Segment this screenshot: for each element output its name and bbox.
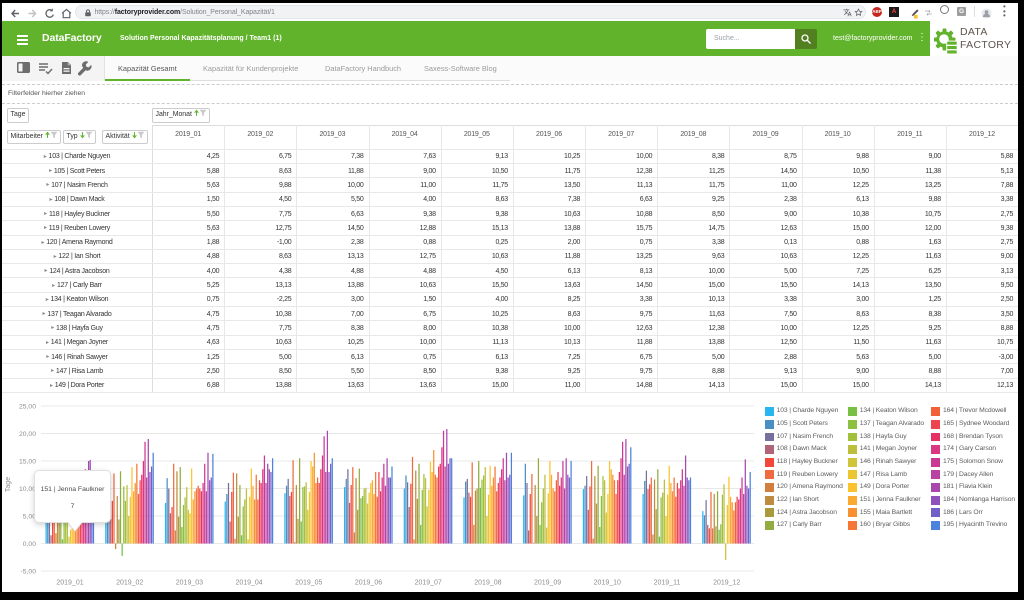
svg-text:2019_08: 2019_08 bbox=[474, 580, 501, 587]
svg-text:15,00: 15,00 bbox=[19, 459, 36, 466]
svg-text:2019_09: 2019_09 bbox=[534, 580, 561, 587]
svg-text:25,00: 25,00 bbox=[19, 404, 36, 411]
svg-text:-5,00: -5,00 bbox=[21, 569, 37, 576]
svg-text:2019_10: 2019_10 bbox=[594, 580, 621, 587]
svg-text:5,00: 5,00 bbox=[23, 514, 36, 521]
svg-text:2019_02: 2019_02 bbox=[116, 580, 143, 587]
svg-text:2019_04: 2019_04 bbox=[235, 580, 262, 587]
svg-text:10,00: 10,00 bbox=[19, 486, 36, 493]
svg-text:2019_06: 2019_06 bbox=[355, 580, 382, 587]
svg-text:2019_07: 2019_07 bbox=[415, 580, 442, 587]
svg-text:2019_12: 2019_12 bbox=[713, 580, 740, 587]
svg-text:2019_11: 2019_11 bbox=[654, 580, 681, 587]
svg-text:2019_05: 2019_05 bbox=[295, 580, 322, 587]
svg-text:20,00: 20,00 bbox=[19, 431, 36, 438]
svg-text:2019_03: 2019_03 bbox=[176, 580, 203, 587]
svg-text:0,00: 0,00 bbox=[23, 541, 36, 548]
svg-text:2019_01: 2019_01 bbox=[56, 580, 83, 587]
